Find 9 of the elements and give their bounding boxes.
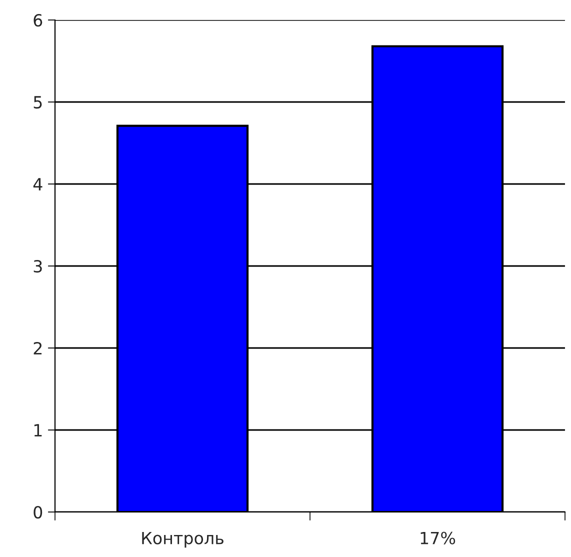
y-tick-label: 2	[34, 342, 42, 354]
x-tick-label: Контроль	[142, 532, 224, 548]
y-tick-label: 0	[34, 506, 42, 519]
y-tick-label: 4	[33, 178, 42, 190]
x-tick-label: 17%	[420, 532, 456, 544]
y-tick-label: 3	[34, 260, 42, 273]
y-tick-label: 5	[34, 96, 42, 109]
y-tick-label: 1	[34, 424, 42, 436]
y-tick-label: 6	[34, 14, 42, 27]
